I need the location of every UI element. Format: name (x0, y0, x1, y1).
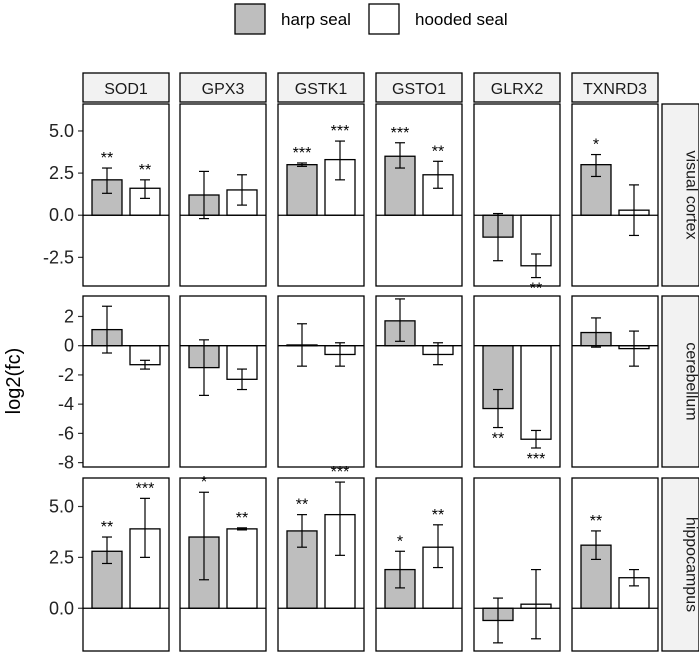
panel-bg (83, 296, 169, 467)
significance-label: *** (293, 145, 312, 162)
strip-gsto1 (375, 72, 463, 103)
ytick-label-cerebellum: -2 (58, 365, 74, 385)
legend-key-harp-seal (234, 3, 266, 35)
panel-border (82, 295, 170, 468)
significance-label: * (593, 137, 599, 154)
ytick-label-cerebellum: -8 (58, 453, 74, 473)
panel-border (82, 477, 170, 652)
significance-label: ** (139, 162, 151, 179)
region-strip-hippocampus (661, 477, 699, 652)
ytick-label-visual-cortex: 2.5 (49, 163, 74, 183)
panel-bg (180, 296, 266, 467)
bar-hooded-seal-gsto1-hippocampus (422, 546, 454, 609)
region-label-hippocampus: hippocampus (683, 517, 699, 612)
panel-border (571, 477, 659, 652)
strip-label-gpx3: GPX3 (202, 81, 245, 98)
region-strip-cerebellum (661, 295, 699, 468)
region-strip-visual-cortex (661, 103, 699, 287)
strip-txnrd3 (571, 72, 659, 103)
strip-sod1 (82, 72, 170, 103)
ytick-label-cerebellum: -4 (58, 394, 74, 414)
significance-label: ** (432, 143, 444, 160)
significance-label: * (397, 533, 403, 550)
panels: 5.02.50.0-2.5********** ********20-2-4-6-… (43, 103, 659, 652)
bar-harp-seal-gstk1-visual-cortex (286, 164, 318, 216)
ytick-label-cerebellum: 2 (64, 306, 74, 326)
legend: harp seal hooded seal (234, 3, 508, 35)
panel-border (375, 103, 463, 287)
ytick-label-visual-cortex: -2.5 (43, 247, 74, 267)
panel-border (179, 477, 267, 652)
panel-border (473, 477, 561, 652)
significance-label: ** (530, 281, 542, 298)
legend-label-hooded-seal: hooded seal (415, 10, 508, 29)
panel-border (277, 103, 365, 287)
panel-border (277, 295, 365, 468)
legend-label-harp-seal: harp seal (281, 10, 351, 29)
panel-border (179, 295, 267, 468)
ytick-label-visual-cortex: 0.0 (49, 205, 74, 225)
strip-label-gsto1: GSTO1 (392, 81, 446, 98)
strip-gstk1 (277, 72, 365, 103)
significance-label: * (201, 474, 207, 491)
region-label-cerebellum: cerebellum (683, 342, 699, 420)
bar-hooded-seal-gpx3-hippocampus (226, 528, 258, 609)
ytick-label-hippocampus: 5.0 (49, 496, 74, 516)
panel-bg (474, 478, 560, 651)
panel-bg (572, 296, 658, 467)
region-strips: visual cortex cerebellum hippocampus (661, 103, 699, 652)
strip-label-sod1: SOD1 (104, 81, 148, 98)
ytick-label-hippocampus: 0.0 (49, 598, 74, 618)
panel-border (375, 477, 463, 652)
y-axis-label: log2(fc) (3, 348, 25, 415)
ytick-label-cerebellum: -6 (58, 423, 74, 443)
bar-harp-seal-sod1-visual-cortex (91, 179, 123, 216)
legend-key-hooded-seal (368, 3, 400, 35)
significance-label: ** (296, 497, 308, 514)
significance-label: ** (236, 510, 248, 527)
strip-gpx3 (179, 72, 267, 103)
significance-label: *** (136, 480, 155, 497)
bar-hooded-seal-glrx2-cerebellum (520, 345, 552, 440)
panel-border (571, 103, 659, 287)
significance-label: *** (331, 464, 350, 481)
significance-label: *** (527, 451, 546, 468)
significance-label: ** (492, 431, 504, 448)
panel-border (571, 295, 659, 468)
significance-label: *** (391, 125, 410, 142)
bar-hooded-seal-gstk1-visual-cortex (324, 158, 356, 216)
panel-bg (278, 296, 364, 467)
gene-strips: SOD1 GPX3 GSTK1 GSTO1 GLRX2 TXNRD3 (82, 72, 659, 103)
panel-border (473, 295, 561, 468)
significance-label: ** (101, 519, 113, 536)
panel-border (82, 103, 170, 287)
ytick-label-hippocampus: 2.5 (49, 547, 74, 567)
strip-label-glrx2: GLRX2 (491, 81, 544, 98)
strip-label-gstk1: GSTK1 (295, 81, 348, 98)
significance-label: *** (331, 123, 350, 140)
ytick-label-cerebellum: 0 (64, 336, 74, 356)
significance-label: ** (590, 513, 602, 530)
region-label-visual-cortex: visual cortex (683, 151, 699, 240)
panel-border (375, 295, 463, 468)
strip-label-txnrd3: TXNRD3 (583, 81, 647, 98)
strip-glrx2 (473, 72, 561, 103)
panel-border (277, 477, 365, 652)
significance-label: ** (432, 507, 444, 524)
ytick-label-visual-cortex: 5.0 (49, 121, 74, 141)
significance-label: ** (101, 150, 113, 167)
bar-harp-seal-txnrd3-visual-cortex (580, 164, 612, 216)
bar-harp-seal-gsto1-visual-cortex (384, 155, 416, 216)
panel-border (179, 103, 267, 287)
panel-border (473, 103, 561, 287)
